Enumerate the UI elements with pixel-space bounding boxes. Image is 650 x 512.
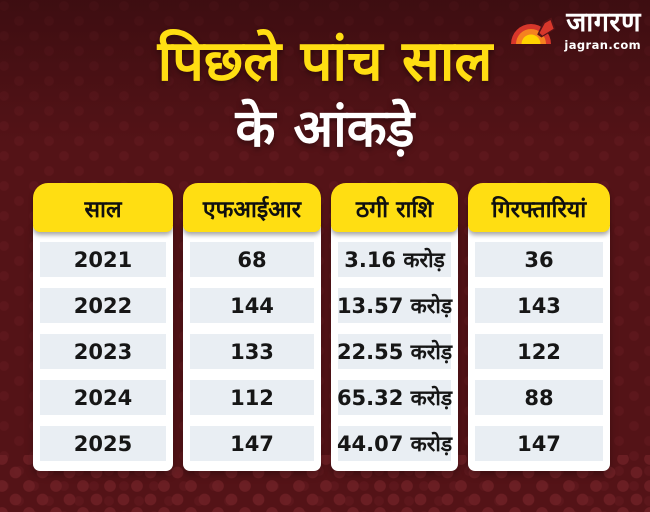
headline-line2: के आंकड़े [235, 99, 415, 159]
table-cell: 44.07 करोड़ [337, 426, 452, 461]
logo-domain-text: jagran.com [564, 37, 641, 52]
table-cell: 2021 [40, 242, 166, 277]
table-cell: 13.57 करोड़ [337, 288, 452, 323]
column-header-arrests: गिरफ्तारियां [468, 183, 610, 232]
headline-line1: पिछले पांच साल [157, 29, 493, 94]
table-cell: 88 [475, 380, 603, 415]
table-column-year: साल 2021 2022 2023 2024 2025 [33, 183, 173, 471]
column-body-amount: 3.16 करोड़ 13.57 करोड़ 22.55 करोड़ 65.32… [331, 226, 458, 471]
table-cell: 3.16 करोड़ [338, 242, 451, 277]
table-cell: 65.32 करोड़ [337, 380, 452, 415]
column-body-year: 2021 2022 2023 2024 2025 [33, 226, 173, 471]
table-cell: 112 [190, 380, 314, 415]
table-cell: 68 [190, 242, 314, 277]
column-header-fir: एफआईआर [183, 183, 321, 232]
table-column-arrests: गिरफ्तारियां 36 143 122 88 147 [468, 183, 610, 471]
table-cell: 144 [190, 288, 314, 323]
table-cell: 147 [475, 426, 603, 461]
jagran-sun-icon [511, 17, 556, 44]
table-column-amount: ठगी राशि 3.16 करोड़ 13.57 करोड़ 22.55 कर… [331, 183, 458, 471]
logo-brand-text: जागरण [566, 7, 641, 38]
column-body-arrests: 36 143 122 88 147 [468, 226, 610, 471]
column-header-year: साल [33, 183, 173, 232]
table-cell: 122 [475, 334, 603, 369]
table-cell: 2023 [40, 334, 166, 369]
column-header-amount: ठगी राशि [331, 183, 458, 232]
table-cell: 36 [475, 242, 603, 277]
table-cell: 143 [475, 288, 603, 323]
table-cell: 2022 [40, 288, 166, 323]
table-column-fir: एफआईआर 68 144 133 112 147 [183, 183, 321, 471]
data-table: साल 2021 2022 2023 2024 2025 एफआईआर 68 1… [33, 183, 610, 471]
table-cell: 147 [190, 426, 314, 461]
column-body-fir: 68 144 133 112 147 [183, 226, 321, 471]
table-cell: 133 [190, 334, 314, 369]
table-cell: 2025 [40, 426, 166, 461]
table-cell: 2024 [40, 380, 166, 415]
table-cell: 22.55 करोड़ [337, 334, 452, 369]
jagran-logo: जागरण jagran.com [511, 8, 641, 52]
